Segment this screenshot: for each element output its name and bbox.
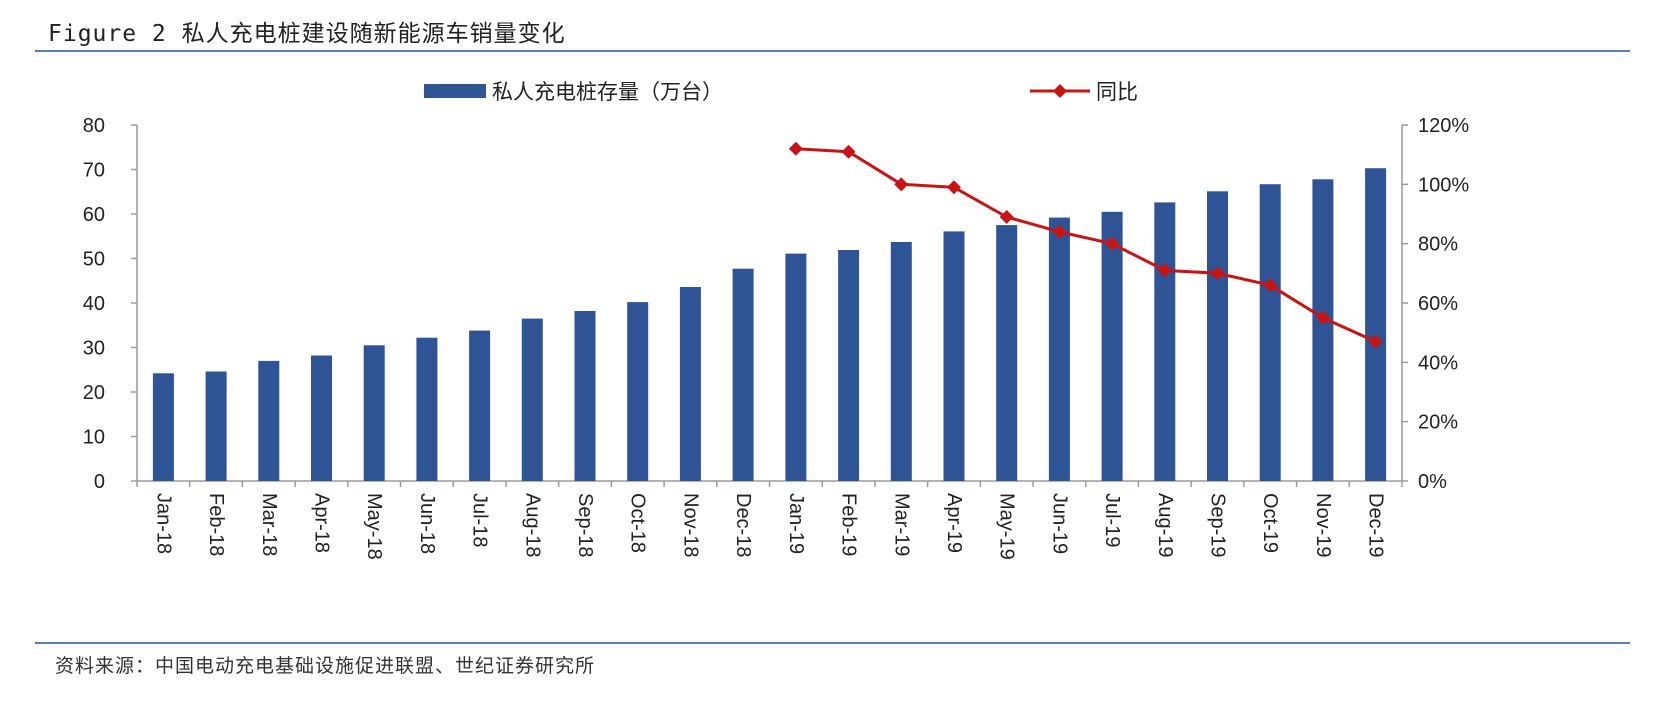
x-tick-label: Jan-18	[152, 493, 174, 554]
legend-line-marker	[1053, 84, 1067, 98]
x-tick-label: May-19	[996, 493, 1018, 560]
bar	[732, 268, 754, 481]
bar	[679, 287, 701, 481]
x-tick-label: Apr-18	[310, 493, 332, 553]
yoy-marker	[1052, 224, 1067, 239]
y-left-tick-label: 50	[83, 249, 105, 271]
x-tick-label: Jun-19	[1048, 493, 1070, 554]
y-right-tick-label: 0%	[1418, 471, 1447, 493]
figure-title: Figure 2 私人充电桩建设随新能源车销量变化	[48, 21, 566, 47]
bar	[416, 337, 438, 481]
y-left-tick-label: 40	[83, 293, 105, 315]
x-tick-label: Apr-19	[943, 493, 965, 553]
y-right-tick-label: 40%	[1418, 352, 1458, 374]
legend-bar-swatch	[424, 84, 486, 98]
bar	[521, 318, 543, 481]
yoy-marker	[1315, 310, 1330, 325]
yoy-marker	[1105, 236, 1120, 251]
y-left-tick-label: 30	[83, 338, 105, 360]
x-tick-label: Jun-18	[416, 493, 438, 554]
y-left-tick-label: 80	[83, 115, 105, 137]
chart-legend: 私人充电桩存量（万台） 同比	[424, 80, 1138, 104]
x-tick-label: Aug-19	[1154, 493, 1176, 558]
y-left-tick-label: 10	[83, 427, 105, 449]
x-tick-label: Mar-18	[258, 493, 280, 556]
x-tick-label: Dec-18	[732, 493, 754, 557]
source-note: 资料来源：中国电动充电基础设施促进联盟、世纪证券研究所	[55, 655, 596, 677]
x-tick-label: Oct-19	[1259, 493, 1281, 553]
x-tick-label: Feb-18	[205, 493, 227, 556]
y-left-tick-label: 20	[83, 382, 105, 404]
x-tick-label: Jan-19	[785, 493, 807, 554]
bar	[311, 355, 332, 481]
chart-axes: 0 10 20 30 40 50 60 70 80 0% 20% 40% 60% 80% 100% 120%	[83, 115, 1470, 493]
x-tick-label: Feb-19	[838, 493, 860, 556]
x-tick-label: Sep-19	[1207, 493, 1229, 558]
bar	[1207, 191, 1228, 482]
y-right-tick-label: 20%	[1418, 412, 1458, 434]
bar	[152, 373, 174, 481]
bar-series	[152, 168, 1387, 482]
yoy-marker	[1210, 266, 1225, 281]
yoy-marker	[999, 209, 1014, 224]
bar	[785, 253, 807, 481]
y-left-tick-label: 0	[94, 471, 105, 493]
bar	[1048, 217, 1070, 481]
y-right-tick-label: 60%	[1418, 293, 1458, 315]
x-tick-label: Oct-18	[627, 493, 649, 553]
bar	[890, 242, 912, 481]
x-tick-label: May-18	[363, 493, 385, 560]
yoy-marker	[946, 180, 961, 195]
y-left-tick-label: 70	[83, 160, 105, 182]
yoy-line	[795, 147, 1377, 343]
bar	[1365, 168, 1387, 481]
yoy-line-series	[788, 141, 1383, 349]
x-tick-label: Dec-19	[1365, 493, 1387, 557]
bar	[205, 371, 227, 481]
bar	[363, 345, 385, 481]
x-tick-label: Mar-19	[890, 493, 912, 556]
legend-line-label: 同比	[1096, 80, 1138, 104]
bar	[469, 330, 491, 481]
yoy-marker	[788, 141, 803, 156]
bar	[1259, 184, 1281, 481]
bar	[943, 231, 965, 481]
yoy-marker	[1157, 263, 1172, 278]
x-tick-label: Sep-18	[574, 493, 596, 558]
yoy-marker	[894, 177, 909, 192]
legend-bar-label: 私人充电桩存量（万台）	[492, 80, 723, 104]
x-tick-label: Nov-18	[679, 493, 701, 557]
bar	[258, 360, 280, 481]
bar	[574, 311, 596, 481]
combo-chart: 私人充电桩存量（万台） 同比 0 10 20 30 40 50 60 70 80 0% 20% 40%…	[83, 80, 1470, 560]
y-right-tick-label: 80%	[1418, 234, 1458, 256]
y-left-tick-label: 60	[83, 204, 105, 226]
x-axis-labels: Jan-18 Feb-18 Mar-18 Apr-18 May-18 Jun-18 Jul-…	[152, 493, 1386, 560]
bar	[1312, 179, 1334, 482]
title-divider	[35, 50, 1630, 52]
x-tick-label: Aug-18	[521, 493, 543, 558]
bar	[1101, 211, 1123, 482]
x-tick-label: Jul-18	[469, 493, 491, 547]
y-right-tick-label: 120%	[1418, 115, 1469, 137]
bar	[627, 302, 649, 481]
bar	[996, 225, 1018, 481]
x-tick-label: Jul-19	[1101, 493, 1123, 547]
y-right-tick-label: 100%	[1418, 174, 1469, 196]
source-divider	[35, 642, 1630, 644]
yoy-marker	[1368, 334, 1383, 349]
bar	[838, 250, 860, 481]
yoy-marker	[841, 144, 856, 159]
yoy-marker	[1263, 278, 1278, 293]
bar	[1154, 202, 1176, 481]
x-tick-label: Nov-19	[1312, 493, 1334, 557]
